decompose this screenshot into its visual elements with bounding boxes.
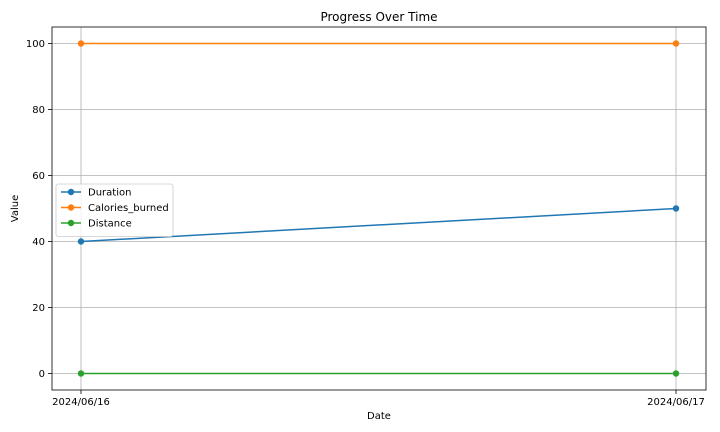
legend-label: Calories_burned (88, 203, 169, 214)
data-point-duration (672, 205, 680, 212)
plot-frame (51, 26, 707, 391)
chart-title: Progress Over Time (320, 10, 437, 24)
series-line-duration (80, 207, 677, 243)
legend: Duration Calories_burned Distance (55, 183, 174, 237)
y-tick-label: 80 (32, 105, 45, 116)
data-point-calories_burned (672, 40, 680, 47)
legend-marker (67, 188, 75, 196)
series (77, 40, 680, 377)
x-tick-label: 2024/06/17 (647, 397, 705, 408)
data-point-distance (672, 370, 680, 377)
y-tick-label: 60 (32, 171, 45, 182)
legend-label: Distance (88, 219, 132, 230)
legend-marker (67, 219, 75, 227)
data-point-distance (77, 370, 85, 377)
data-point-duration (77, 238, 85, 245)
x-tick-label: 2024/06/16 (52, 397, 110, 408)
data-point-calories_burned (77, 40, 85, 47)
y-axis-label: Value (10, 195, 21, 222)
axis-ticks: 0 20 40 60 80 100 2024/06/16 2024/06/17 (26, 39, 705, 408)
y-tick-label: 0 (39, 369, 45, 380)
legend-label: Duration (88, 188, 131, 199)
x-axis-label: Date (367, 411, 391, 422)
legend-box (55, 183, 174, 237)
legend-marker (67, 204, 75, 211)
y-tick-label: 20 (32, 303, 45, 314)
y-tick-label: 40 (32, 237, 45, 248)
y-tick-label: 100 (26, 39, 45, 50)
